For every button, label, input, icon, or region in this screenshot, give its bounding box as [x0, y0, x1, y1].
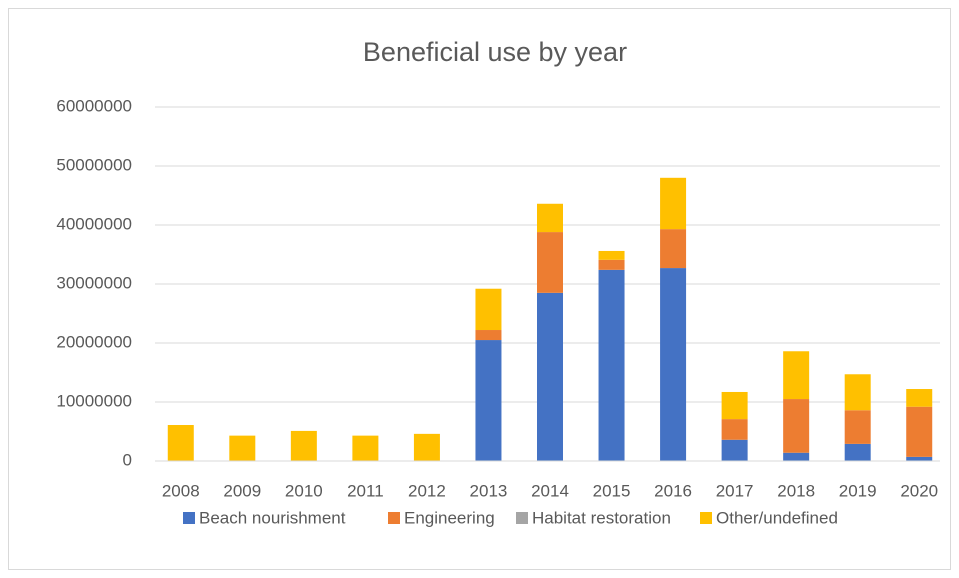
legend-label: Beach nourishment [199, 508, 346, 527]
x-tick-label: 2010 [285, 481, 323, 500]
bar-segment [475, 340, 502, 461]
legend-label: Other/undefined [716, 508, 838, 527]
bar-segment [537, 232, 563, 293]
y-tick-label: 30000000 [56, 273, 132, 292]
bar-segment [906, 406, 933, 457]
y-tick-label: 60000000 [56, 96, 132, 115]
x-tick-label: 2019 [839, 481, 877, 500]
y-tick-label: 10000000 [56, 391, 132, 410]
bar-segment [352, 435, 379, 461]
bar-segment [721, 419, 748, 440]
x-tick-label: 2011 [347, 481, 384, 500]
x-tick-label: 2017 [716, 481, 754, 500]
y-tick-label: 50000000 [56, 155, 132, 174]
legend-label: Habitat restoration [532, 508, 671, 527]
bar-segment [721, 439, 748, 461]
bar-segment [167, 425, 194, 461]
bar-segment [537, 292, 563, 461]
chart-title: Beneficial use by year [363, 37, 627, 67]
bar-segment [475, 330, 502, 341]
x-tick-label: 2018 [777, 481, 815, 500]
bar-segment [783, 452, 810, 461]
bar-segment [475, 288, 502, 331]
legend-swatch [516, 512, 528, 524]
bar-segment [537, 203, 563, 233]
x-tick-label: 2009 [223, 481, 261, 500]
bar-segment [598, 269, 625, 461]
x-tick-label: 2008 [162, 481, 200, 500]
x-tick-label: 2020 [900, 481, 938, 500]
x-tick-label: 2012 [408, 481, 446, 500]
legend-swatch [388, 512, 400, 524]
bar-segment [660, 268, 687, 461]
bar-segment [844, 374, 871, 411]
bar-segment [290, 430, 317, 461]
bar-segment [906, 389, 933, 407]
bar-segment [783, 351, 810, 400]
y-tick-label: 0 [123, 450, 132, 469]
bar-segment [229, 435, 256, 461]
bar-segment [660, 229, 687, 269]
bar-segment [844, 410, 871, 444]
legend-swatch [183, 512, 195, 524]
x-tick-label: 2014 [531, 481, 569, 500]
bar-segment [598, 250, 625, 260]
legend-swatch [700, 512, 712, 524]
bar-segment [413, 433, 440, 461]
y-tick-label: 20000000 [56, 332, 132, 351]
bar-segment [783, 399, 810, 453]
x-tick-label: 2016 [654, 481, 692, 500]
bar-segment [844, 443, 871, 461]
legend-label: Engineering [404, 508, 495, 527]
bar-segment [598, 259, 625, 270]
bar-segment [906, 456, 933, 461]
x-tick-label: 2013 [470, 481, 508, 500]
bar-segment [660, 177, 687, 230]
bar-segment [721, 391, 748, 420]
y-tick-label: 40000000 [56, 214, 132, 233]
x-tick-label: 2015 [593, 481, 631, 500]
